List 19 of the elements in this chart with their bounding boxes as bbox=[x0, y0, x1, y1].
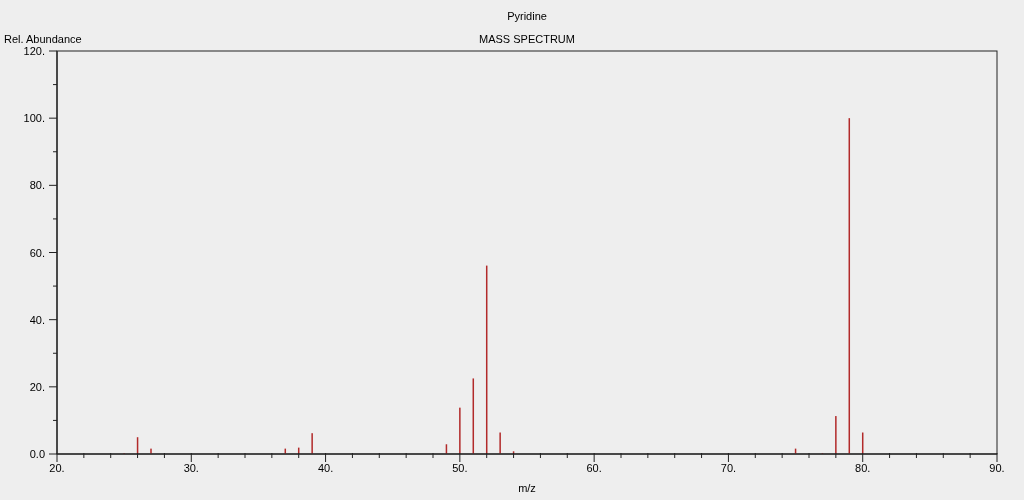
x-tick-label: 80. bbox=[855, 462, 871, 474]
y-axis-title: Rel. Abundance bbox=[4, 33, 82, 45]
y-tick-label: 80. bbox=[29, 179, 45, 192]
x-tick-label: 50. bbox=[452, 462, 468, 474]
x-tick-label: 90. bbox=[989, 462, 1005, 474]
x-tick-label: 60. bbox=[586, 462, 602, 474]
chart-subtitle: MASS SPECTRUM bbox=[479, 33, 575, 45]
y-tick-label: 60. bbox=[29, 246, 45, 259]
y-tick-label: 40. bbox=[29, 313, 45, 326]
y-tick-label: 100. bbox=[23, 112, 45, 125]
y-tick-label: 20. bbox=[29, 380, 45, 393]
x-tick-label: 20. bbox=[49, 462, 65, 474]
x-tick-label: 30. bbox=[183, 462, 199, 474]
x-tick-label: 70. bbox=[720, 462, 737, 474]
y-tick-label: 0.0 bbox=[29, 448, 45, 460]
chart-title: Pyridine bbox=[507, 10, 547, 22]
y-tick-label: 120. bbox=[23, 45, 45, 57]
x-axis-title: m/z bbox=[518, 482, 536, 494]
x-tick-label: 40. bbox=[317, 462, 334, 474]
